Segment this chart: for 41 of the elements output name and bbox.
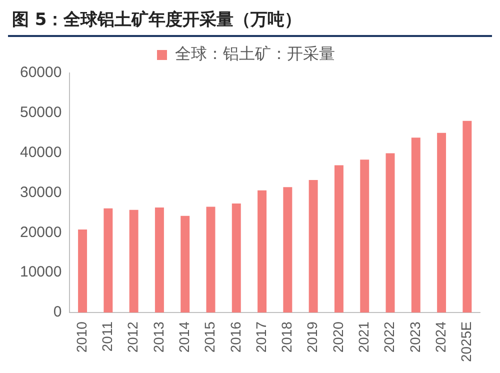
chart-title: 图 5：全球铝土矿年度开采量（万吨） — [8, 8, 492, 37]
x-tick-label: 2023 — [406, 321, 423, 353]
x-tick-label: 2013 — [150, 321, 166, 353]
x-tick-label: 2010 — [73, 321, 90, 353]
x-tick-label: 2025E — [458, 322, 474, 362]
bar — [334, 165, 344, 313]
y-tick-label: 10000 — [20, 264, 62, 281]
x-tick-label: 2020 — [330, 321, 346, 353]
bar — [308, 180, 318, 313]
bar — [386, 153, 395, 313]
x-tick-label: 2011 — [99, 321, 116, 352]
x-tick-label: 2012 — [124, 321, 141, 353]
bar — [283, 187, 292, 313]
bar — [232, 204, 241, 313]
bar — [78, 229, 88, 313]
x-tick-label: 2018 — [278, 321, 295, 353]
x-tick-label: 2019 — [304, 321, 320, 353]
y-tick-label: 20000 — [20, 224, 62, 241]
bar — [206, 206, 216, 313]
bar — [104, 208, 113, 313]
x-tick-label: 2017 — [252, 321, 269, 353]
x-tick-label: 2015 — [202, 321, 218, 353]
y-tick-label: 30000 — [20, 184, 62, 201]
y-tick-label: 50000 — [20, 104, 62, 122]
x-tick-label: 2022 — [381, 321, 398, 353]
x-tick-label: 2024 — [432, 321, 448, 353]
x-tick-label: 2021 — [355, 321, 372, 353]
bar — [258, 190, 267, 313]
y-tick-label: 0 — [53, 304, 62, 321]
y-tick-label: 60000 — [20, 64, 62, 82]
bar — [129, 210, 138, 313]
bar — [154, 208, 164, 313]
y-tick-label: 40000 — [20, 144, 62, 161]
x-tick-label: 2014 — [176, 321, 192, 353]
legend-label: 全球：铝土矿：开采量 — [175, 44, 335, 64]
bar — [180, 216, 190, 313]
bar — [411, 138, 420, 313]
bar — [437, 132, 446, 313]
bar — [360, 160, 370, 313]
bar — [462, 120, 472, 313]
x-tick-label: 2016 — [227, 321, 244, 353]
